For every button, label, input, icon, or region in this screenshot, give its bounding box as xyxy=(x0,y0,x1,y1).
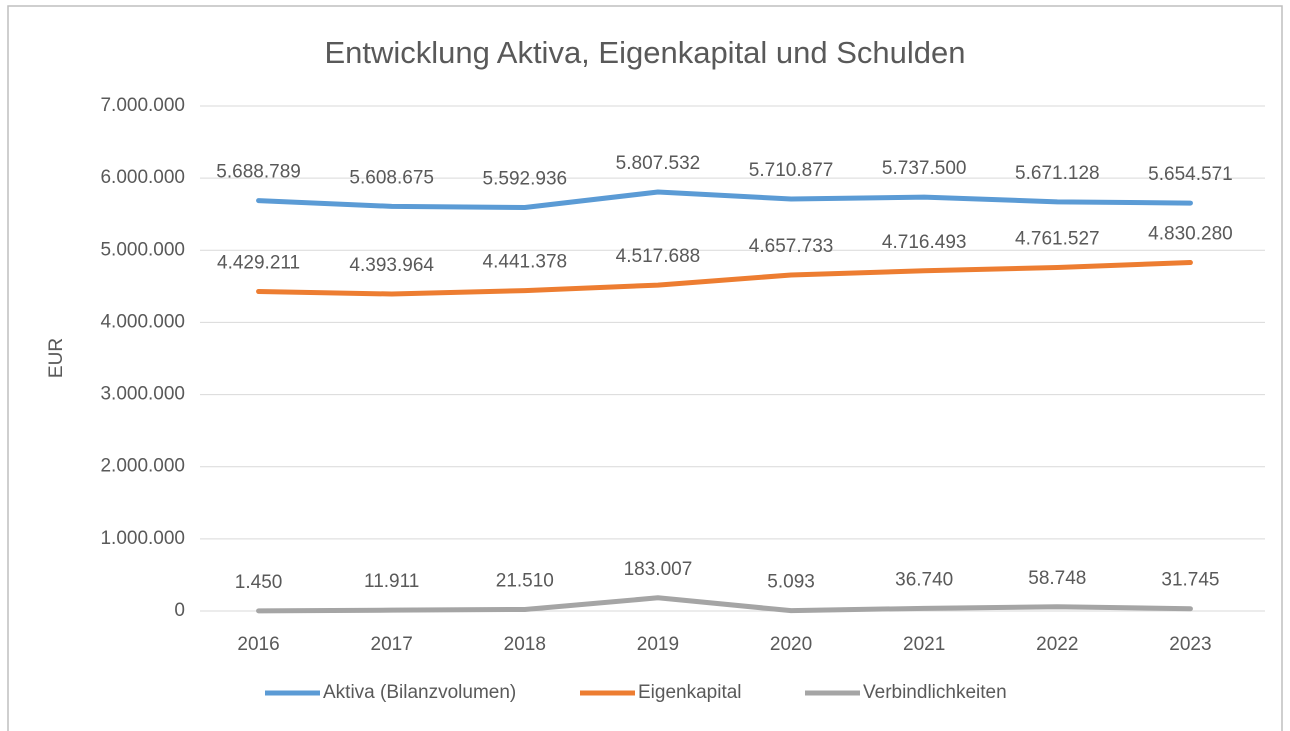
data-label: 4.830.280 xyxy=(1148,224,1233,245)
legend-label: Verbindlichkeiten xyxy=(863,682,1007,703)
y-tick-label: 0 xyxy=(174,600,185,621)
x-tick-label: 2021 xyxy=(903,634,945,655)
x-tick-label: 2016 xyxy=(237,634,279,655)
data-label: 5.654.571 xyxy=(1148,164,1233,185)
data-label: 4.429.211 xyxy=(217,252,300,273)
series-line xyxy=(256,595,1193,614)
data-label: 36.740 xyxy=(895,569,953,590)
data-label: 4.657.733 xyxy=(749,236,834,257)
data-label: 1.450 xyxy=(235,572,283,593)
data-label: 4.716.493 xyxy=(882,232,967,253)
data-label: 58.748 xyxy=(1028,568,1086,589)
y-tick-label: 3.000.000 xyxy=(100,384,185,405)
data-label: 5.093 xyxy=(767,572,815,593)
series-line xyxy=(256,189,1193,211)
data-label: 4.393.964 xyxy=(349,255,434,276)
y-tick-label: 7.000.000 xyxy=(100,95,185,116)
x-tick-label: 2020 xyxy=(770,634,812,655)
data-label: 4.441.378 xyxy=(483,252,568,273)
x-tick-label: 2022 xyxy=(1036,634,1078,655)
y-tick-label: 5.000.000 xyxy=(100,239,185,260)
x-tick-label: 2023 xyxy=(1169,634,1211,655)
x-tick-label: 2017 xyxy=(371,634,413,655)
series-line xyxy=(256,260,1193,297)
chart-title: Entwicklung Aktiva, Eigenkapital und Sch… xyxy=(324,35,965,70)
data-label: 11.911 xyxy=(364,571,419,592)
data-label: 31.745 xyxy=(1161,570,1219,591)
data-label: 5.688.789 xyxy=(216,162,301,183)
chart-border xyxy=(7,5,1283,731)
data-label: 21.510 xyxy=(496,570,554,591)
data-label: 5.592.936 xyxy=(483,169,568,190)
data-label: 5.710.877 xyxy=(749,160,834,181)
data-label: 4.761.527 xyxy=(1015,229,1100,250)
y-tick-label: 4.000.000 xyxy=(100,311,185,332)
legend-label: Eigenkapital xyxy=(638,682,742,703)
data-label: 4.517.688 xyxy=(616,246,701,267)
legend-label: Aktiva (Bilanzvolumen) xyxy=(323,682,516,703)
data-label: 5.737.500 xyxy=(882,158,967,179)
x-tick-label: 2018 xyxy=(504,634,546,655)
y-axis-label: EUR xyxy=(46,338,67,378)
data-label: 5.807.532 xyxy=(616,153,701,174)
y-tick-label: 2.000.000 xyxy=(100,456,185,477)
y-tick-label: 6.000.000 xyxy=(100,167,185,188)
data-label: 5.671.128 xyxy=(1015,163,1100,184)
y-tick-label: 1.000.000 xyxy=(100,528,185,549)
data-label: 5.608.675 xyxy=(349,167,434,188)
data-label: 183.007 xyxy=(624,559,693,580)
x-tick-label: 2019 xyxy=(637,634,679,655)
